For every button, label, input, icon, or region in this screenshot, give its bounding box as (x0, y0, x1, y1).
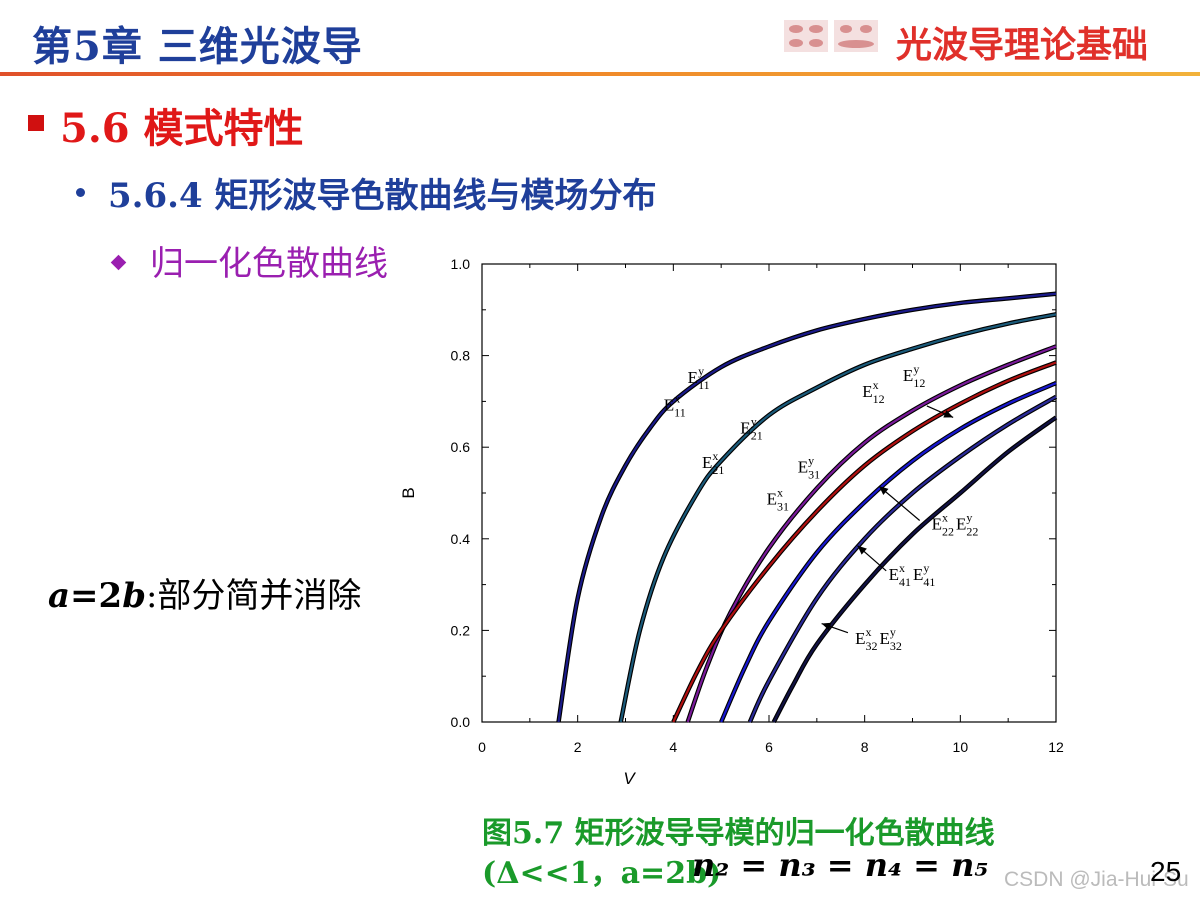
y-tick-label: 0.0 (451, 714, 471, 730)
mode-label-32: Ex 32 Ey 32 (855, 625, 902, 653)
diamond-bullet-icon (110, 254, 127, 271)
topic-title: 归一化色散曲线 (150, 244, 388, 284)
header-divider (0, 72, 1200, 76)
book-title: 光波导理论基础 (896, 24, 1149, 66)
mode-label-11: Ex 11 (664, 392, 686, 420)
mode-label-31: Ey 31 (798, 453, 820, 481)
figure-caption: 图5.7 矩形波导导模的归一化色散曲线 (482, 816, 995, 851)
mode-label-11: Ey 11 (688, 364, 710, 392)
subsection-title: 5.6.4 矩形波导色散曲线与模场分布 (108, 176, 657, 216)
x-tick-label: 6 (765, 739, 773, 755)
note-text: :部分简并消除 (145, 576, 362, 616)
arrowhead-icon (821, 622, 832, 631)
waveguide-logo-icon (784, 20, 878, 52)
mode-label-12: Ex 12 (862, 378, 884, 406)
page-number: 25 (1150, 856, 1182, 887)
y-tick-label: 0.6 (451, 439, 471, 455)
mode-label-22: Ex 22 Ey 22 (932, 511, 979, 539)
y-axis-title: B (399, 487, 418, 498)
x-tick-label: 4 (669, 739, 677, 755)
x-tick-label: 10 (953, 739, 969, 755)
x-tick-label: 8 (861, 739, 869, 755)
x-tick-label: 0 (478, 739, 486, 755)
series-outline-E41 (747, 394, 1058, 723)
mode-label-12: Ey 12 (903, 362, 925, 390)
mode-label-41: Ex 41 Ey 41 (889, 561, 936, 589)
note-var-b: b (122, 576, 146, 616)
watermark: CSDN @Jia-Hui-Su (1004, 868, 1189, 891)
y-tick-label: 0.2 (451, 622, 471, 638)
series-line-E32 (772, 416, 1057, 723)
mode-label-21: Ey 21 (740, 414, 762, 442)
series-line-E21 (619, 313, 1057, 723)
series-line-E41 (748, 395, 1057, 723)
y-tick-label: 1.0 (451, 256, 471, 272)
figure-caption-condition: (Δ<<1，a=2b) (482, 856, 722, 891)
arrowhead-icon (943, 410, 954, 418)
series-line-E11 (557, 292, 1057, 723)
series-outline-E22 (719, 381, 1057, 723)
note-eq: =2 (70, 576, 123, 616)
chart-series (556, 291, 1058, 724)
x-tick-label: 2 (574, 739, 582, 755)
series-outline-E31 (671, 360, 1057, 723)
series-line-E31 (672, 361, 1057, 723)
x-axis-title: V (623, 769, 636, 788)
index-equation: n₂ = n₃ = n₄ = n₅ (692, 846, 989, 884)
y-tick-label: 0.4 (451, 531, 471, 547)
chart-axes: 0 2 4 6 8 10 12 0.0 0.2 0.4 0.6 0.8 1.0 V B (399, 256, 1064, 788)
y-tick-label: 0.8 (451, 348, 471, 364)
mode-label-31: Ex 31 (767, 485, 789, 513)
series-line-E22 (720, 382, 1057, 723)
square-bullet-icon (28, 115, 44, 131)
x-tick-label: 12 (1048, 739, 1064, 755)
mode-label-21: Ex 21 (702, 449, 724, 477)
section-title: 5.6 模式特性 (60, 105, 304, 152)
degeneracy-note: a=2b:部分简并消除 (48, 568, 361, 617)
arrowhead-icon (857, 545, 867, 555)
chapter-title: 第5章 三维光波导 (32, 23, 363, 70)
arrowhead-icon (879, 486, 889, 495)
note-var-a: a (48, 576, 71, 616)
dot-bullet-icon (76, 188, 85, 197)
